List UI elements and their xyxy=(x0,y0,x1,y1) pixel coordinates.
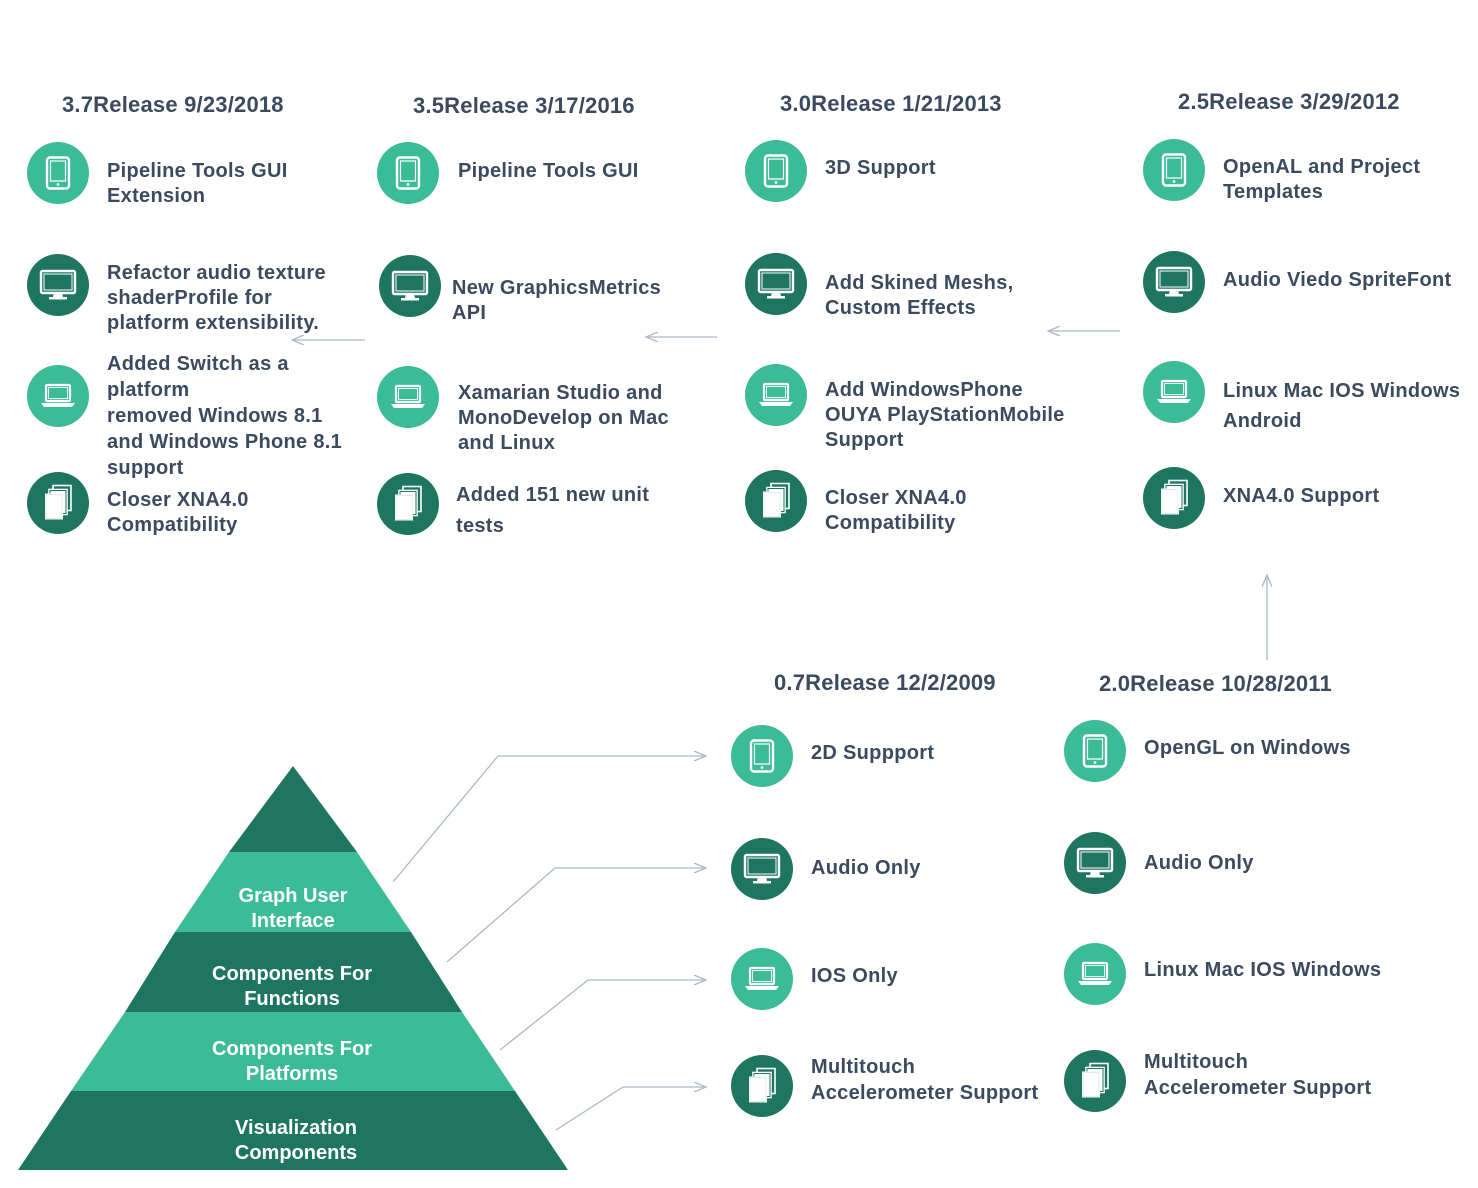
item-label: Linux Mac IOS Windows xyxy=(1144,959,1382,981)
item-label: Add Skined Meshs, Custom Effects xyxy=(825,272,1014,319)
item-label: Pipeline Tools GUI Extension xyxy=(107,160,288,207)
tablet-icon xyxy=(27,142,89,204)
pyramid xyxy=(18,766,568,1170)
item-label: IOS Only xyxy=(811,965,898,987)
release-item xyxy=(1143,251,1205,313)
release-title: 2.5Release 3/29/2012 xyxy=(1178,89,1400,114)
tablet-icon xyxy=(731,725,793,787)
item-label: Audio Only xyxy=(811,857,921,879)
release-item xyxy=(1064,1050,1126,1112)
release-item xyxy=(1143,467,1205,529)
pyramid-layer-visualization xyxy=(18,1091,568,1170)
item-label: 3D Support xyxy=(825,157,936,179)
release-item xyxy=(377,142,439,204)
laptop-icon xyxy=(731,948,793,1010)
release-item xyxy=(731,725,793,787)
release-item xyxy=(377,473,439,535)
laptop-icon xyxy=(1143,361,1205,423)
release-item xyxy=(27,142,89,204)
connector-platforms xyxy=(499,980,706,1051)
item-label: Add WindowsPhone OUYA PlayStationMobile … xyxy=(825,379,1065,451)
item-label: Audio Only xyxy=(1144,852,1254,874)
pyramid-label-visualization: Visualization Components xyxy=(234,1117,358,1164)
release-title: 3.0Release 1/21/2013 xyxy=(780,91,1002,116)
tablet-icon xyxy=(377,142,439,204)
release-item xyxy=(731,838,793,900)
release-item xyxy=(745,364,807,426)
item-label: Xamarian Studio and MonoDevelop on Mac a… xyxy=(458,382,669,454)
release-item xyxy=(745,140,807,202)
release-item xyxy=(731,948,793,1010)
release-item xyxy=(745,253,807,315)
laptop-icon xyxy=(377,366,439,428)
monitor-icon xyxy=(27,254,89,316)
laptop-icon xyxy=(1064,943,1126,1005)
monitor-icon xyxy=(1143,251,1205,313)
item-label: Multitouch Accelerometer Support xyxy=(1144,1051,1372,1099)
item-label: Closer XNA4.0 Compatibility xyxy=(825,487,967,534)
connector-gui xyxy=(392,756,706,883)
release-title: 3.5Release 3/17/2016 xyxy=(413,93,635,118)
release-item xyxy=(27,254,89,316)
release-item xyxy=(745,470,807,532)
monitor-icon xyxy=(379,255,441,317)
release-title: 0.7Release 12/2/2009 xyxy=(774,670,996,695)
release-item xyxy=(1064,832,1126,894)
pyramid-layer-top xyxy=(229,766,357,852)
release-item xyxy=(1064,720,1126,782)
item-label: OpenAL and Project Templates xyxy=(1223,156,1421,203)
pyramid-label-platforms: Components For Platforms xyxy=(212,1038,372,1085)
item-label: XNA4.0 Support xyxy=(1223,485,1380,507)
item-label: Pipeline Tools GUI xyxy=(458,160,639,182)
pyramid-label-gui: Graph User Interface xyxy=(238,885,348,932)
item-label: New GraphicsMetrics API xyxy=(452,277,662,324)
documents-icon xyxy=(377,473,439,535)
documents-icon xyxy=(745,470,807,532)
pyramid-layer-gui xyxy=(175,852,411,932)
release-item xyxy=(379,255,441,317)
release-item xyxy=(1143,361,1205,423)
documents-icon xyxy=(1064,1050,1126,1112)
item-label: Closer XNA4.0 Compatibility xyxy=(107,489,249,536)
release-title: 3.7Release 9/23/2018 xyxy=(62,92,284,117)
connector-functions xyxy=(446,868,706,963)
documents-icon xyxy=(731,1055,793,1117)
pyramid-label-functions: Components For Functions xyxy=(212,963,372,1010)
release-title: 2.0Release 10/28/2011 xyxy=(1099,671,1332,696)
item-label: Linux Mac IOS Windows Android xyxy=(1223,380,1461,432)
laptop-icon xyxy=(745,364,807,426)
tablet-icon xyxy=(745,140,807,202)
release-item xyxy=(1143,139,1205,201)
item-label: Audio Viedo SpriteFont xyxy=(1223,269,1452,291)
pyramid-layer-functions xyxy=(125,932,462,1012)
monitor-icon xyxy=(1064,832,1126,894)
tablet-icon xyxy=(1143,139,1205,201)
tablet-icon xyxy=(1064,720,1126,782)
release-item xyxy=(377,366,439,428)
connector-visualization xyxy=(555,1087,706,1131)
release-item xyxy=(27,365,89,427)
release-item xyxy=(1064,943,1126,1005)
item-label: OpenGL on Windows xyxy=(1144,737,1351,759)
item-label: Refactor audio texture shaderProfile for… xyxy=(107,262,326,334)
documents-icon xyxy=(27,472,89,534)
item-label: 2D Suppport xyxy=(811,742,935,764)
release-item xyxy=(27,472,89,534)
pyramid-layer-platforms xyxy=(71,1012,515,1091)
item-label: Multitouch Accelerometer Support xyxy=(811,1056,1039,1104)
laptop-icon xyxy=(27,365,89,427)
monitor-icon xyxy=(745,253,807,315)
release-item xyxy=(731,1055,793,1117)
documents-icon xyxy=(1143,467,1205,529)
monitor-icon xyxy=(731,838,793,900)
item-label: Added Switch as a platform removed Windo… xyxy=(107,353,343,479)
item-label: Added 151 new unit tests xyxy=(456,484,650,537)
